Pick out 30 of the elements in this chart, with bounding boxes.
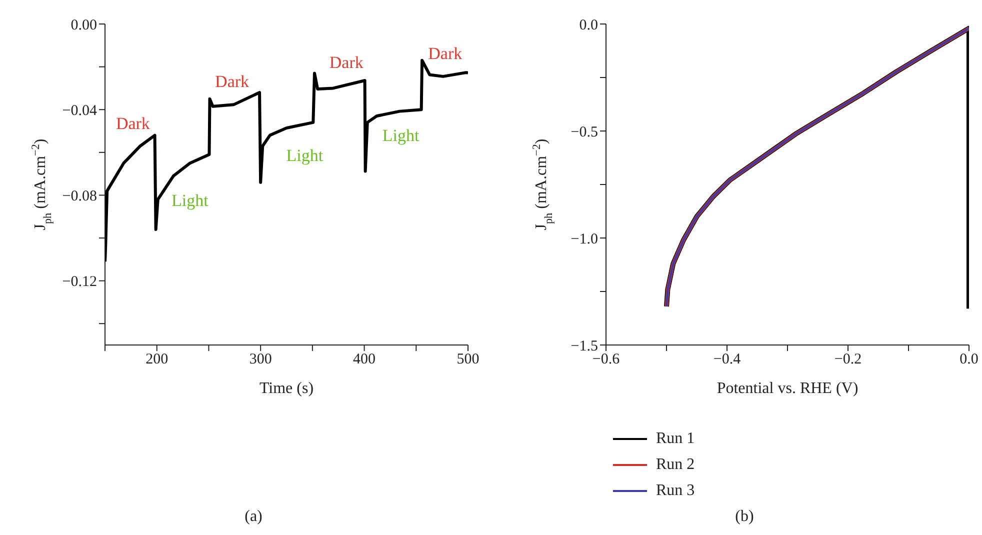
x-tick-label: −0.6 (592, 352, 620, 368)
text: (b) (734, 508, 755, 526)
legend-label: Run 3 (656, 482, 695, 500)
y-tick-label: −1.0 (570, 231, 598, 248)
annotation: Light (170, 190, 210, 212)
annotation: Dark (116, 114, 150, 132)
x-tick-label: 500 (456, 352, 480, 368)
y-tick-label: 0.0 (579, 17, 598, 34)
y-tick-label: −0.04 (62, 102, 98, 119)
x-tick-label: 400 (353, 352, 376, 368)
y-tick-label: −0.5 (570, 124, 598, 140)
x-tick-label: 200 (146, 352, 168, 368)
x-tick-label: 0.0 (960, 352, 978, 368)
legend-label: Run 2 (656, 456, 695, 474)
x-axis-title: Potential vs. RHE (V) (716, 380, 858, 397)
x-tick-label: −0.4 (713, 352, 742, 368)
annotation: Dark (214, 70, 250, 93)
legend-label: Run 1 (656, 430, 695, 448)
y-tick-label: 0.00 (70, 17, 97, 34)
annotation: Light (285, 144, 324, 167)
y-tick-label: −0.08 (62, 188, 97, 205)
x-tick-label: 300 (249, 352, 272, 368)
annotation: Light (381, 125, 420, 148)
y-tick-label: −0.12 (62, 274, 97, 290)
text: (a) (244, 508, 264, 526)
x-tick-label: −0.2 (834, 352, 862, 368)
annotation: Dark (328, 52, 364, 74)
y-tick-label: −1.5 (570, 338, 598, 354)
annotation: Dark (427, 43, 464, 66)
x-axis-title: Time (s) (259, 380, 314, 397)
